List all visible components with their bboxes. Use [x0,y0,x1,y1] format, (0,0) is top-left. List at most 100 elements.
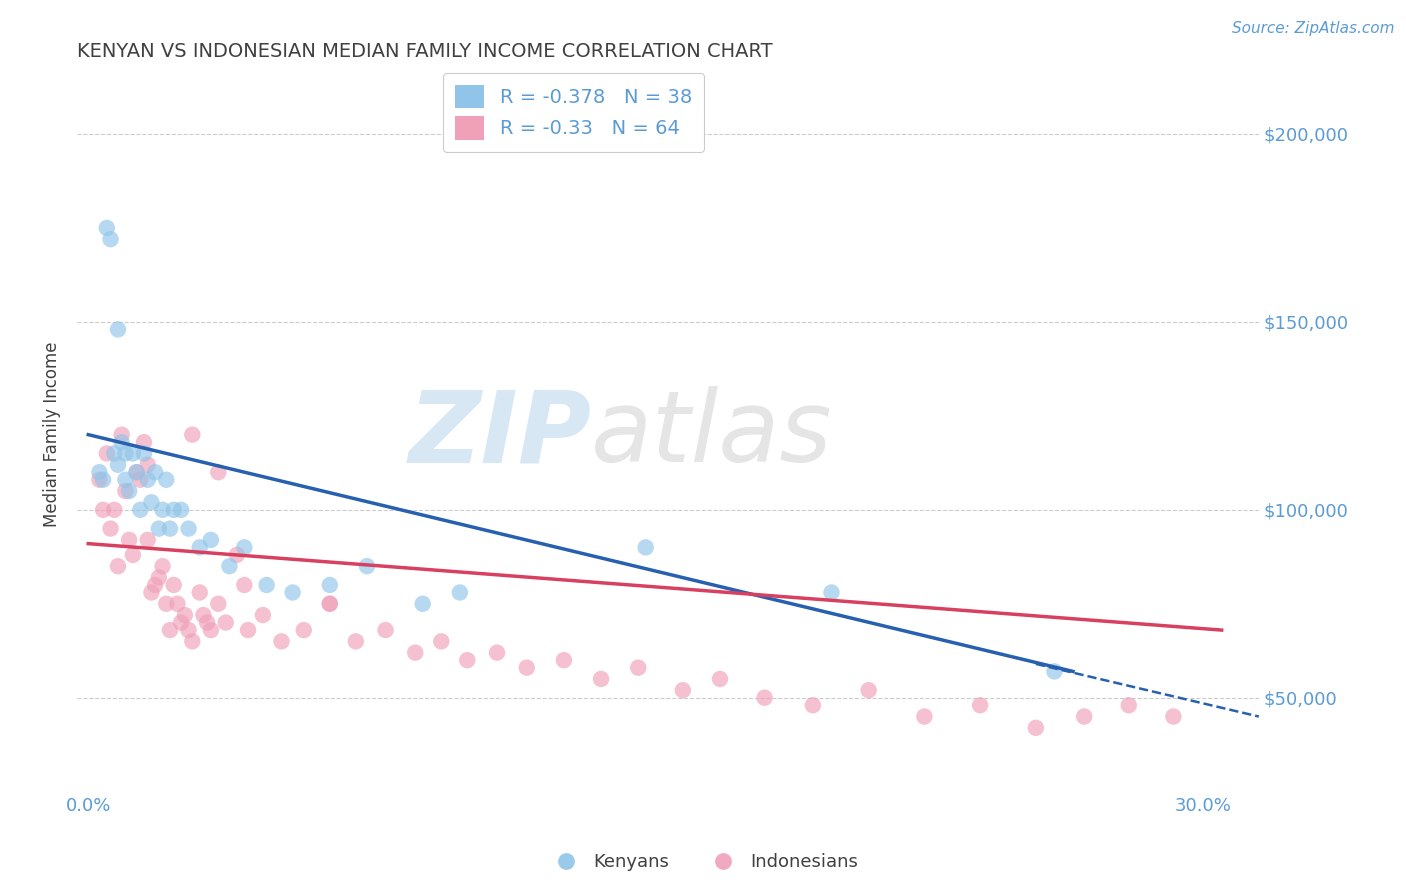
Point [292,623,315,637]
Point [1025,721,1047,735]
Point [107,322,129,336]
Point [225,548,247,562]
Point [319,597,342,611]
Point [969,698,991,713]
Point [177,623,200,637]
Point [155,597,177,611]
Point [132,435,155,450]
Point [141,495,163,509]
Point [170,615,193,630]
Point [111,427,134,442]
Point [344,634,367,648]
Point [430,634,453,648]
Point [141,585,163,599]
Point [159,623,181,637]
Point [152,503,174,517]
Point [1163,709,1185,723]
Text: KENYAN VS INDONESIAN MEDIAN FAMILY INCOME CORRELATION CHART: KENYAN VS INDONESIAN MEDIAN FAMILY INCOM… [77,42,773,61]
Point [456,653,478,667]
Point [912,709,935,723]
Point [121,446,143,460]
Point [215,615,238,630]
Point [319,578,342,592]
Point [449,585,471,599]
Point [103,503,125,517]
Point [709,672,731,686]
Point [163,578,186,592]
Point [107,559,129,574]
Point [118,533,141,547]
Point [89,465,111,479]
Point [148,570,170,584]
Point [136,458,159,472]
Point [485,646,508,660]
Point [125,465,148,479]
Point [233,541,256,555]
Point [281,585,304,599]
Point [118,483,141,498]
Point [100,522,122,536]
Point [103,446,125,460]
Point [374,623,396,637]
Point [166,597,188,611]
Point [159,522,181,536]
Point [91,473,114,487]
Point [200,623,222,637]
Point [129,473,152,487]
Point [129,503,152,517]
Point [136,533,159,547]
Point [163,503,186,517]
Point [96,446,118,460]
Point [91,503,114,517]
Point [801,698,824,713]
Point [200,533,222,547]
Point [177,522,200,536]
Point [412,597,434,611]
Point [188,541,211,555]
Point [114,473,136,487]
Point [252,608,274,623]
Point [114,483,136,498]
Point [136,473,159,487]
Point [672,683,695,698]
Point [121,548,143,562]
Point [107,458,129,472]
Point [754,690,776,705]
Point [181,427,204,442]
Point [114,446,136,460]
Point [143,465,166,479]
Point [111,435,134,450]
Point [188,585,211,599]
Point [125,465,148,479]
Point [1043,665,1066,679]
Point [256,578,278,592]
Text: ZIP: ZIP [408,386,591,483]
Point [155,473,177,487]
Point [1073,709,1095,723]
Point [516,661,538,675]
Point [233,578,256,592]
Point [100,232,122,246]
Point [634,541,657,555]
Point [1118,698,1140,713]
Point [193,608,215,623]
Point [181,634,204,648]
Point [207,465,229,479]
Point [170,503,193,517]
Point [89,473,111,487]
Legend: R = -0.378   N = 38, R = -0.33   N = 64: R = -0.378 N = 38, R = -0.33 N = 64 [443,73,703,152]
Point [207,597,229,611]
Point [858,683,880,698]
Point [236,623,259,637]
Text: atlas: atlas [591,386,832,483]
Point [319,597,342,611]
Point [143,578,166,592]
Point [96,221,118,235]
Point [356,559,378,574]
Point [195,615,218,630]
Point [148,522,170,536]
Point [627,661,650,675]
Point [820,585,842,599]
Point [553,653,575,667]
Point [218,559,240,574]
